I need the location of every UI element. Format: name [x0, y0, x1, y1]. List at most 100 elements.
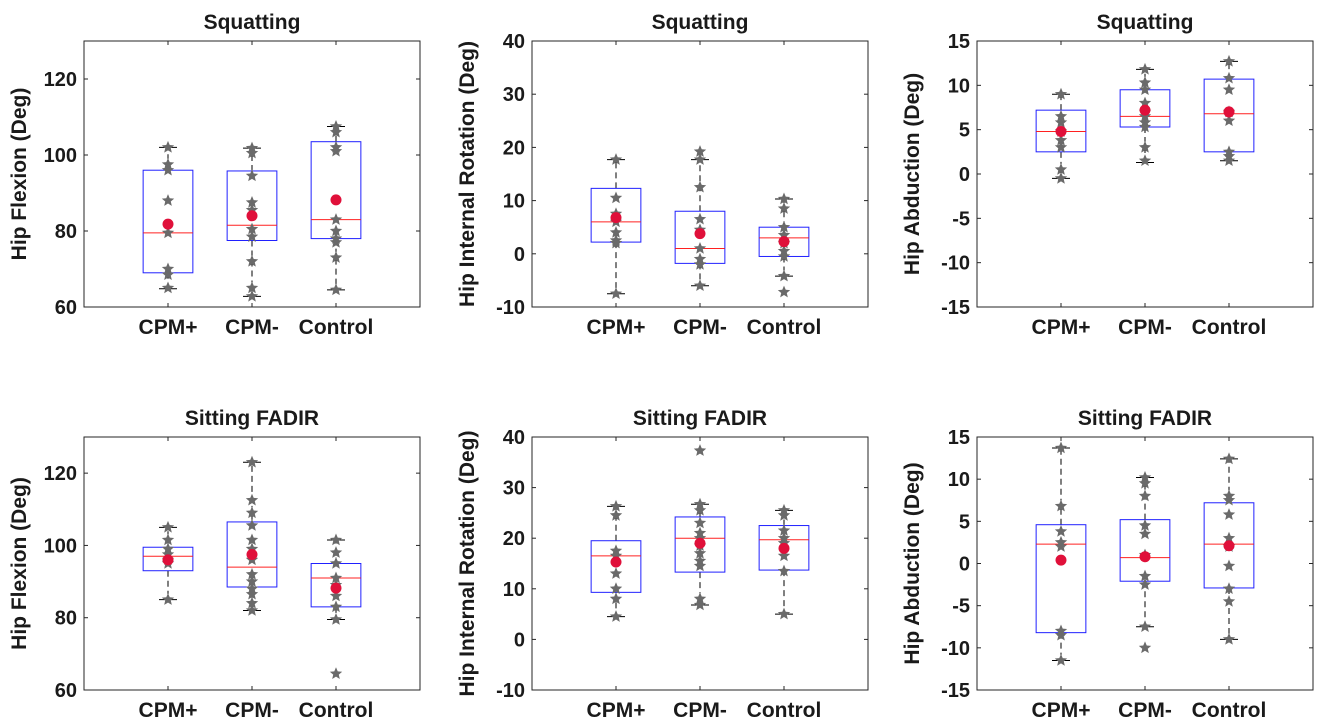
- data-point-star: [329, 600, 343, 613]
- y-axis-label: Hip Abduction (Deg): [901, 462, 924, 664]
- data-point-star: [245, 519, 259, 531]
- data-point-star: [1138, 476, 1152, 489]
- y-tick-label: 5: [959, 120, 970, 142]
- data-point-star: [693, 444, 707, 456]
- category-label: Control: [747, 699, 822, 722]
- iqr-box: [590, 540, 642, 593]
- data-point-star: [161, 520, 175, 533]
- y-axis-label: Hip Internal Rotation (Deg): [456, 41, 479, 307]
- data-point-star: [609, 582, 623, 595]
- mean-marker: [778, 236, 790, 248]
- data-point-star: [245, 289, 259, 302]
- data-point-star: [245, 533, 259, 546]
- box-group-CPM-: [226, 455, 278, 616]
- data-point-star: [609, 226, 623, 238]
- data-point-star: [609, 508, 623, 521]
- data-point-star: [693, 497, 707, 510]
- data-point-star: [1222, 632, 1236, 645]
- data-point-star: [777, 607, 791, 620]
- data-point-star: [777, 192, 791, 205]
- data-point-star: [329, 125, 343, 138]
- data-point-star: [245, 603, 259, 616]
- y-axis-label: Hip Abduction (Deg): [901, 73, 924, 275]
- y-tick-label: 100: [44, 535, 77, 557]
- data-point-star: [1222, 508, 1236, 520]
- y-tick-label: 0: [514, 629, 525, 651]
- data-point-star: [245, 455, 259, 468]
- data-point-star: [777, 269, 791, 282]
- subplot-2: -10 0 10 20 30 40 CPM+ CPM- Control Squatting Hip …: [456, 11, 869, 339]
- y-axis-label: Hip Flexion (Deg): [8, 477, 31, 650]
- subplot-3: -15 -10 -5 0 5 10 15 CPM+ CPM- Control Squatting Hi…: [901, 11, 1314, 339]
- data-point-star: [693, 212, 707, 225]
- data-point-star: [245, 146, 259, 159]
- y-tick-label: 10: [948, 469, 970, 491]
- data-point-star: [609, 153, 623, 165]
- data-point-star: [1054, 653, 1068, 666]
- data-point-star: [245, 222, 259, 235]
- y-tick-label: 60: [55, 297, 77, 319]
- data-point-star: [693, 153, 707, 165]
- data-point-star: [777, 564, 791, 577]
- box-group-Control: [1203, 54, 1255, 166]
- y-tick-label: 0: [959, 164, 970, 186]
- data-point-star: [1138, 620, 1152, 633]
- box-group-CPM-: [674, 145, 726, 291]
- data-point-star: [1054, 133, 1068, 146]
- y-tick-label: 40: [503, 31, 525, 53]
- data-point-star: [1222, 582, 1236, 595]
- mean-marker: [778, 542, 790, 554]
- data-point-star: [1222, 594, 1236, 607]
- data-point-star: [777, 508, 791, 521]
- data-point-star: [1054, 499, 1068, 512]
- y-tick-label: -10: [496, 680, 525, 702]
- data-point-star: [1138, 120, 1152, 133]
- box-group-Control: [758, 503, 810, 620]
- category-label: CPM+: [1032, 699, 1091, 722]
- mean-marker: [1055, 554, 1067, 566]
- data-point-star: [245, 281, 259, 294]
- category-label: CPM+: [139, 316, 198, 339]
- data-point-star: [1138, 140, 1152, 153]
- box-group-CPM+: [1035, 87, 1087, 184]
- data-point-star: [693, 598, 707, 611]
- data-point-star: [1138, 62, 1152, 75]
- y-tick-label: 80: [55, 221, 77, 243]
- subplot-title: Sitting FADIR: [633, 407, 767, 430]
- category-label: Control: [299, 699, 374, 722]
- data-point-star: [1222, 493, 1236, 506]
- category-label: Control: [747, 316, 822, 339]
- subplot-title: Squatting: [1097, 11, 1194, 34]
- mean-marker: [610, 556, 622, 568]
- category-label: CPM+: [139, 699, 198, 722]
- data-point-star: [1222, 83, 1236, 96]
- data-point-star: [693, 592, 707, 605]
- data-point-star: [1222, 71, 1236, 84]
- subplot-6: -15 -10 -5 0 5 10 15 CPM+ CPM- Control Sitting FAD…: [901, 407, 1314, 722]
- y-tick-label: 120: [44, 463, 77, 485]
- y-tick-label: 20: [503, 137, 525, 159]
- data-point-star: [609, 191, 623, 204]
- y-tick-label: -15: [941, 680, 970, 702]
- data-point-star: [693, 241, 707, 254]
- mean-marker: [162, 554, 174, 566]
- data-point-star: [329, 251, 343, 263]
- category-label: CPM+: [1032, 316, 1091, 339]
- y-tick-label: 10: [503, 579, 525, 601]
- data-point-star: [329, 589, 343, 602]
- y-tick-label: -15: [941, 297, 970, 319]
- box-group-CPM+: [142, 140, 194, 294]
- data-point-star: [1138, 470, 1152, 483]
- data-point-star: [609, 610, 623, 622]
- data-point-star: [329, 667, 343, 679]
- data-point-star: [1222, 54, 1236, 67]
- category-label: CPM-: [673, 699, 727, 722]
- data-point-star: [1138, 154, 1152, 166]
- data-point-star: [245, 493, 259, 506]
- category-label: CPM+: [587, 699, 646, 722]
- data-point-star: [609, 592, 623, 605]
- data-point-star: [777, 549, 791, 562]
- y-tick-label: 80: [55, 608, 77, 630]
- category-label: Control: [1192, 699, 1267, 722]
